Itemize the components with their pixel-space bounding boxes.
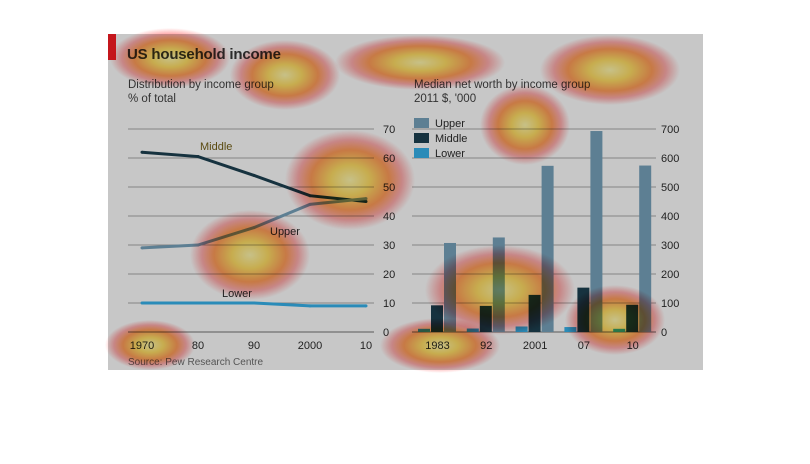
source-note: Source: Pew Research Centre	[128, 357, 264, 368]
legend-label-lower: Lower	[435, 148, 465, 160]
y-tick-label: 200	[661, 269, 679, 281]
bar-middle	[528, 294, 541, 332]
bar-lower	[466, 328, 479, 332]
x-tick-label: 07	[578, 340, 590, 352]
legend-swatch-middle	[414, 133, 429, 143]
x-tick-label: 2001	[523, 340, 547, 352]
y-tick-label: 300	[661, 240, 679, 252]
y-tick-label: 0	[661, 327, 667, 339]
data-point-lower	[308, 304, 312, 308]
bar-middle	[626, 304, 639, 332]
data-point-upper	[140, 246, 144, 250]
bar-middle	[431, 305, 443, 332]
y-tick-label: 30	[383, 240, 395, 252]
x-tick-label: 10	[627, 340, 639, 352]
y-tick-label: 20	[383, 269, 395, 281]
legend-label-upper: Upper	[435, 118, 465, 130]
data-point-lower	[196, 301, 200, 305]
x-tick-label: 1983	[425, 340, 449, 352]
x-tick-label: 92	[480, 340, 492, 352]
x-tick-label: 2000	[298, 340, 322, 352]
bar-upper	[492, 237, 505, 332]
x-tick-label: 10	[360, 340, 372, 352]
data-point-middle	[196, 155, 200, 159]
data-point-middle	[252, 173, 256, 177]
right-chart-subtitle: 2011 $, '000	[414, 93, 477, 105]
bar-lower	[418, 328, 430, 332]
y-tick-label: 10	[383, 298, 395, 310]
bar-lower	[564, 327, 577, 332]
data-point-lower	[140, 301, 144, 305]
series-label-middle: Middle	[200, 141, 232, 153]
left-chart-subtitle: % of total	[128, 93, 176, 105]
y-tick-label: 700	[661, 124, 679, 136]
x-tick-label: 90	[248, 340, 260, 352]
y-tick-label: 400	[661, 211, 679, 223]
chart-figure: US household income Distribution by inco…	[108, 34, 703, 370]
bar-lower	[515, 326, 528, 332]
legend-swatch-lower	[414, 148, 429, 158]
legend-swatch-upper	[414, 118, 429, 128]
bar-upper	[639, 165, 652, 332]
data-point-middle	[140, 150, 144, 154]
bar-middle	[479, 305, 492, 332]
legend-label-middle: Middle	[435, 133, 467, 145]
bar-lower	[613, 328, 626, 332]
y-tick-label: 600	[661, 153, 679, 165]
bar-upper	[444, 242, 456, 332]
data-point-lower	[252, 301, 256, 305]
y-tick-label: 100	[661, 298, 679, 310]
bar-upper	[541, 165, 554, 332]
data-point-lower	[364, 304, 368, 308]
y-tick-label: 500	[661, 182, 679, 194]
bar-middle	[577, 287, 590, 332]
bar-chart: 0 100 200 300 400 500 600 700 1983 92 2001 07 10 Uppe…	[412, 118, 679, 352]
bar-upper	[590, 131, 603, 332]
